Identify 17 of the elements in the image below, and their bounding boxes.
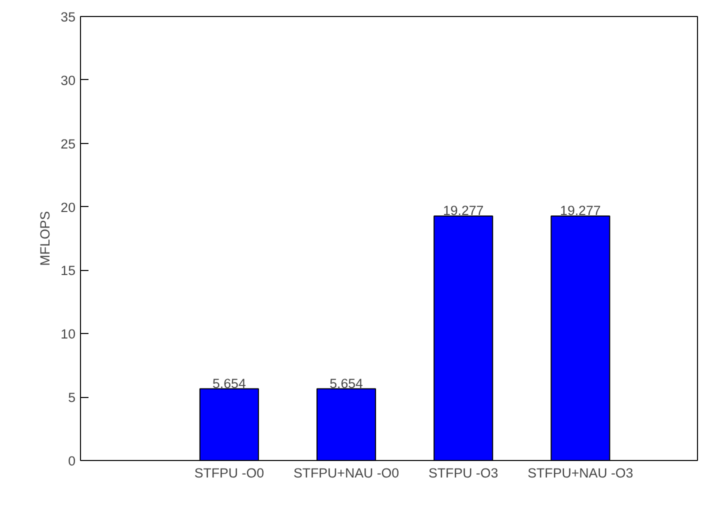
x-tick-label: STFPU+NAU -O3 xyxy=(528,466,634,480)
data-label: 5.654 xyxy=(212,376,246,391)
y-tick-label: 35 xyxy=(60,10,76,24)
x-tick-label: STFPU -O0 xyxy=(194,466,264,480)
y-axis-title: MFLOPS xyxy=(38,210,53,266)
data-label: 19.277 xyxy=(442,202,484,218)
x-tick-label: STFPU+NAU -O0 xyxy=(294,466,400,480)
y-tick-label: 15 xyxy=(60,263,76,278)
y-tick-label: 10 xyxy=(60,326,76,342)
y-tick-label: 20 xyxy=(60,200,76,215)
y-tick-label: 0 xyxy=(68,454,76,468)
x-tick-label: STFPU -O3 xyxy=(428,466,498,480)
y-tick-label: 25 xyxy=(60,136,76,152)
data-label: 19.277 xyxy=(560,202,601,218)
y-tick-label: 30 xyxy=(60,72,76,88)
y-tick-label: 5 xyxy=(68,390,76,406)
data-label: 5.654 xyxy=(330,376,364,391)
